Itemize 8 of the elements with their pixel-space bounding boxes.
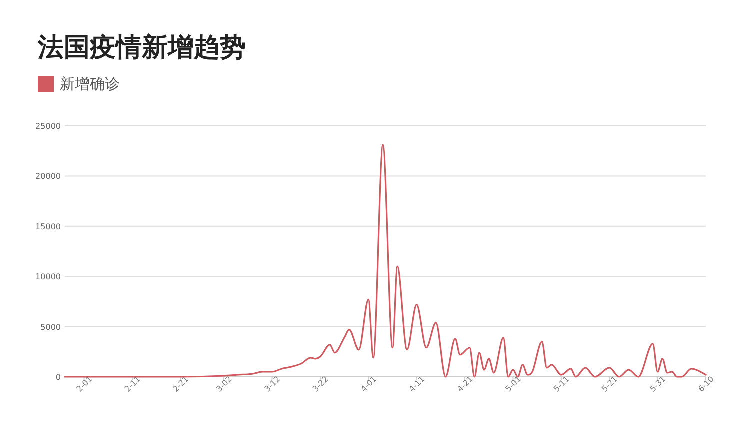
y-tick-label: 0 xyxy=(56,373,61,382)
y-tick-label: 20000 xyxy=(36,172,61,182)
y-tick-label: 5000 xyxy=(40,322,61,332)
y-tick-label: 15000 xyxy=(36,222,61,232)
legend-label: 新增确诊 xyxy=(60,75,120,93)
y-tick-label: 25000 xyxy=(36,122,61,131)
chart-title: 法国疫情新增趋势 xyxy=(37,33,246,63)
y-tick-label: 10000 xyxy=(36,272,61,282)
